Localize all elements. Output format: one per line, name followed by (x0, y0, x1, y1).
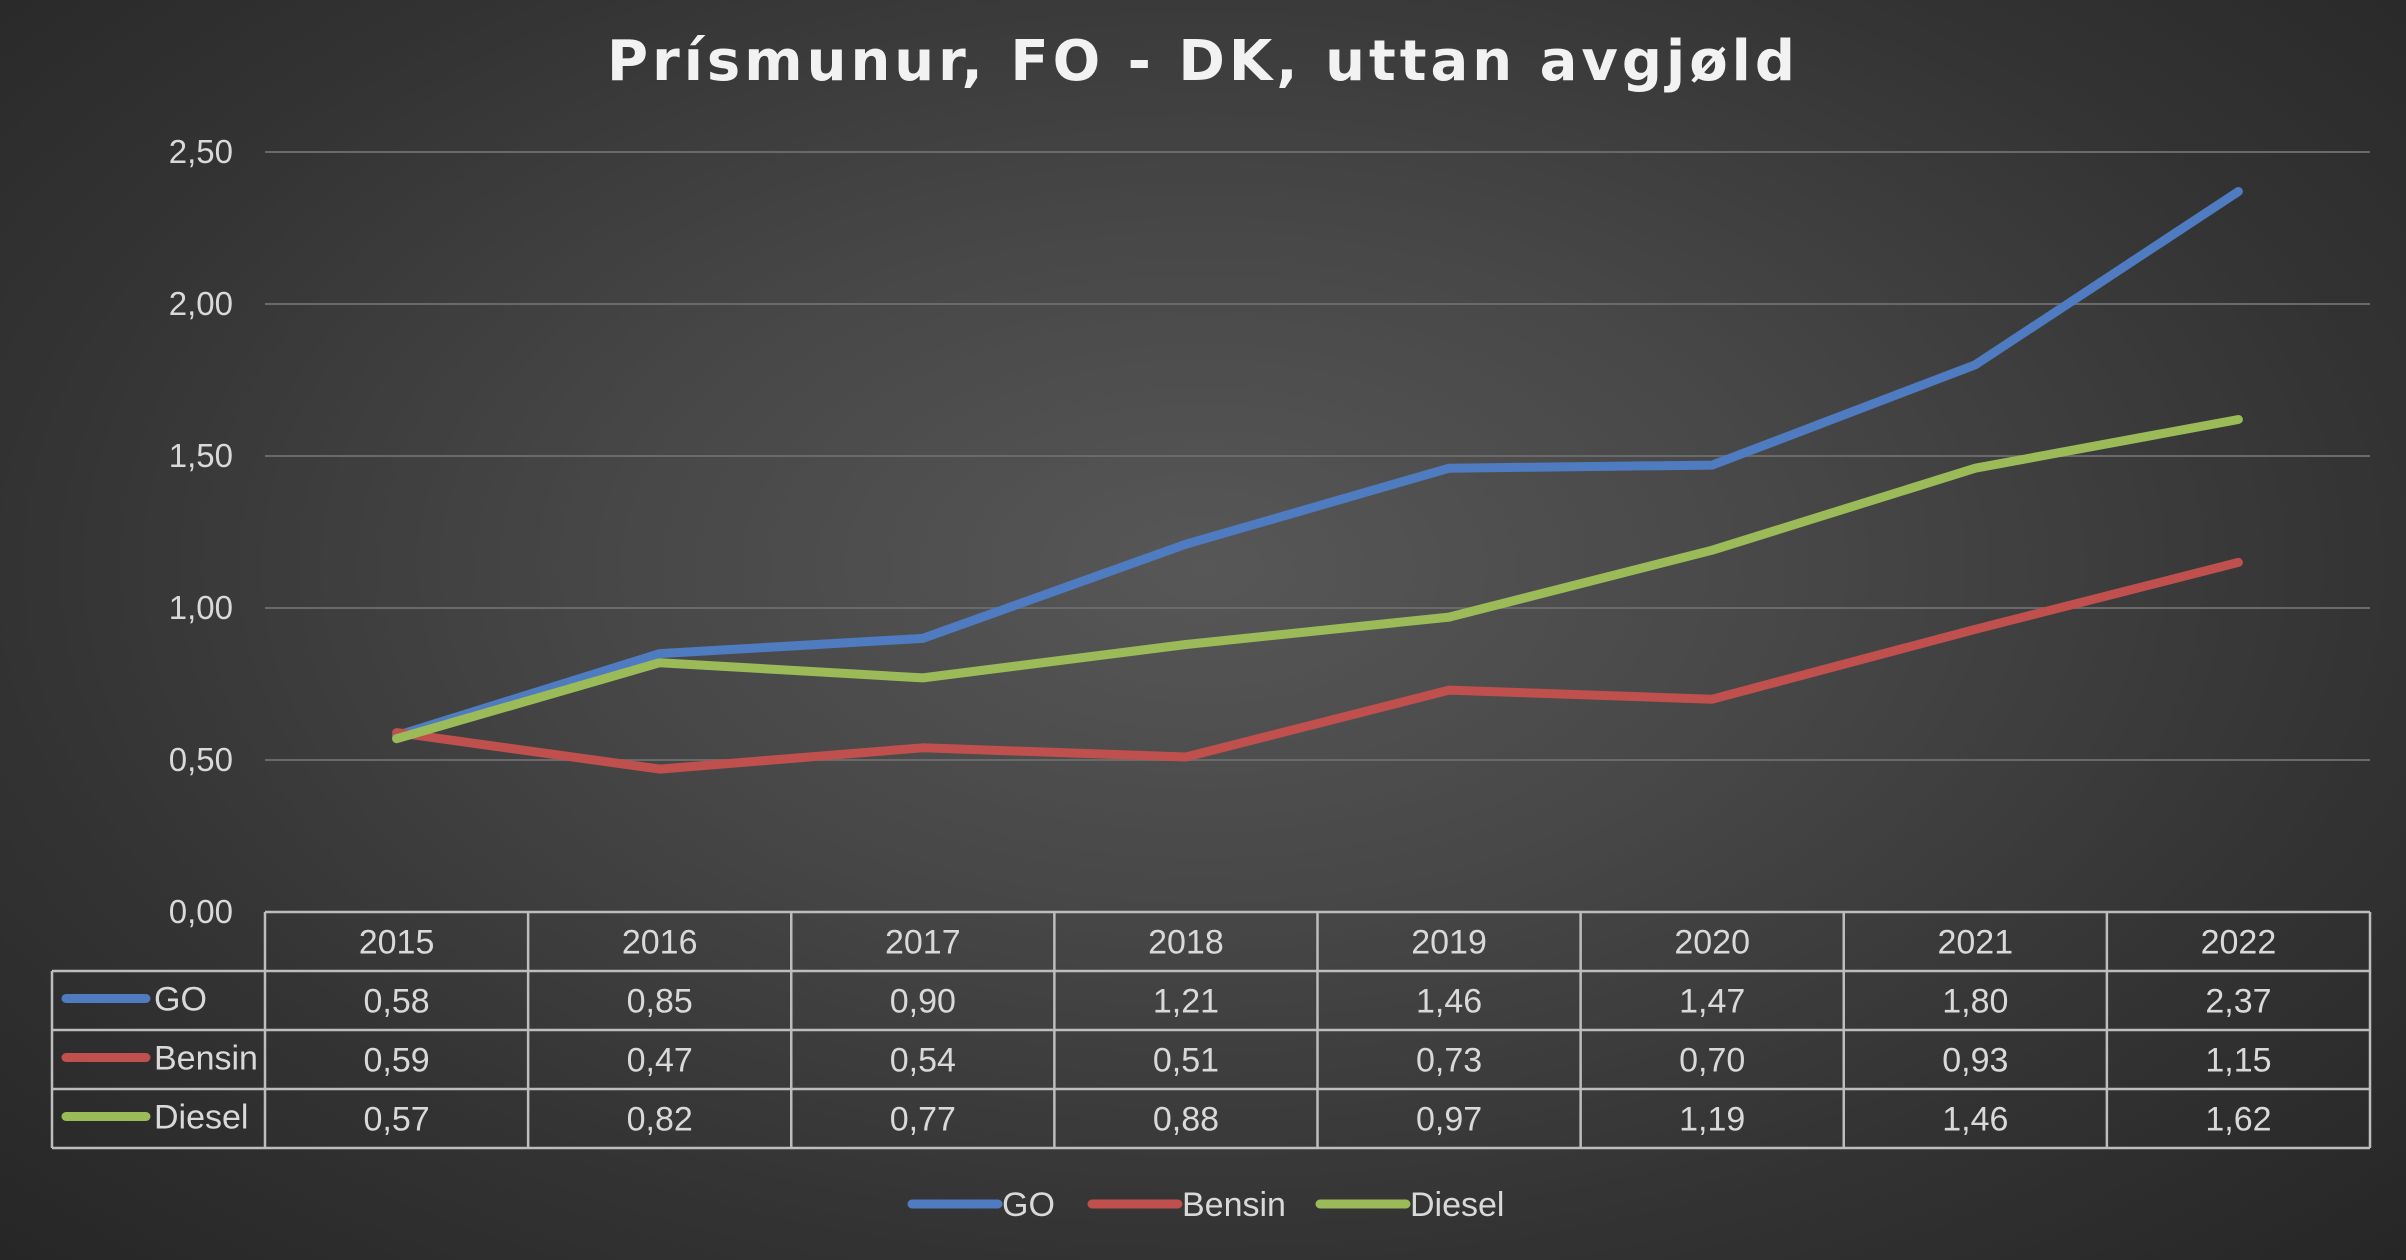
y-tick-label: 2,50 (169, 133, 233, 170)
x-tick-label: 2021 (1937, 924, 2013, 962)
data-label: 1,15 (2205, 1042, 2271, 1080)
data-label: 1,46 (1416, 983, 1482, 1021)
data-label: 2,37 (2205, 983, 2271, 1021)
data-table: 2015 2016 2017 2018 2019 2020 2021 2022 GO 0,58 0,… (50, 910, 2372, 1150)
data-label: 1,47 (1679, 983, 1745, 1021)
y-tick-label: 0,50 (169, 741, 233, 778)
x-tick-label: 2017 (885, 924, 961, 962)
data-label: 0,59 (363, 1042, 429, 1080)
data-label: 1,80 (1942, 983, 2008, 1021)
data-label: 0,93 (1942, 1042, 2008, 1080)
y-axis-ticks: 0,00 0,50 1,00 1,50 2,00 2,50 (169, 133, 233, 930)
data-label: 0,47 (627, 1042, 693, 1080)
table-row-label: Diesel (154, 1099, 248, 1137)
data-label: 1,62 (2205, 1101, 2271, 1139)
data-label: 0,54 (890, 1042, 956, 1080)
legend-entry: Diesel (1410, 1186, 1504, 1224)
data-label: 0,70 (1679, 1042, 1745, 1080)
chart-title: Prísmunur, FO - DK, uttan avgjøld (607, 29, 1799, 94)
data-label: 0,51 (1153, 1042, 1219, 1080)
legend-entry: GO (1002, 1186, 1055, 1224)
data-label: 0,97 (1416, 1101, 1482, 1139)
data-label: 1,21 (1153, 983, 1219, 1021)
data-label: 0,88 (1153, 1101, 1219, 1139)
gridlines (265, 151, 2370, 761)
data-label: 0,57 (363, 1101, 429, 1139)
data-label: 1,46 (1942, 1101, 2008, 1139)
y-tick-label: 0,00 (169, 893, 233, 930)
y-tick-label: 2,00 (169, 285, 233, 322)
x-tick-label: 2022 (2201, 924, 2277, 962)
series-lines (392, 187, 2243, 774)
x-tick-label: 2019 (1411, 924, 1487, 962)
x-tick-label: 2018 (1148, 924, 1224, 962)
x-tick-label: 2020 (1674, 924, 1750, 962)
data-label: 0,77 (890, 1101, 956, 1139)
y-tick-label: 1,50 (169, 437, 233, 474)
data-label: 1,19 (1679, 1101, 1745, 1139)
y-tick-label: 1,00 (169, 589, 233, 626)
legend: GO Bensin Diesel (907, 1186, 1504, 1224)
series-line-bensin (392, 557, 2243, 774)
series-line-diesel (392, 415, 2243, 744)
table-row-label: GO (154, 981, 207, 1019)
x-tick-label: 2016 (622, 924, 698, 962)
series-line-go (392, 187, 2243, 741)
data-label: 0,82 (627, 1101, 693, 1139)
table-row-label: Bensin (154, 1040, 258, 1078)
data-label: 0,73 (1416, 1042, 1482, 1080)
data-label: 0,90 (890, 983, 956, 1021)
data-label: 0,58 (363, 983, 429, 1021)
x-tick-label: 2015 (359, 924, 435, 962)
legend-entry: Bensin (1182, 1186, 1286, 1224)
data-label: 0,85 (627, 983, 693, 1021)
